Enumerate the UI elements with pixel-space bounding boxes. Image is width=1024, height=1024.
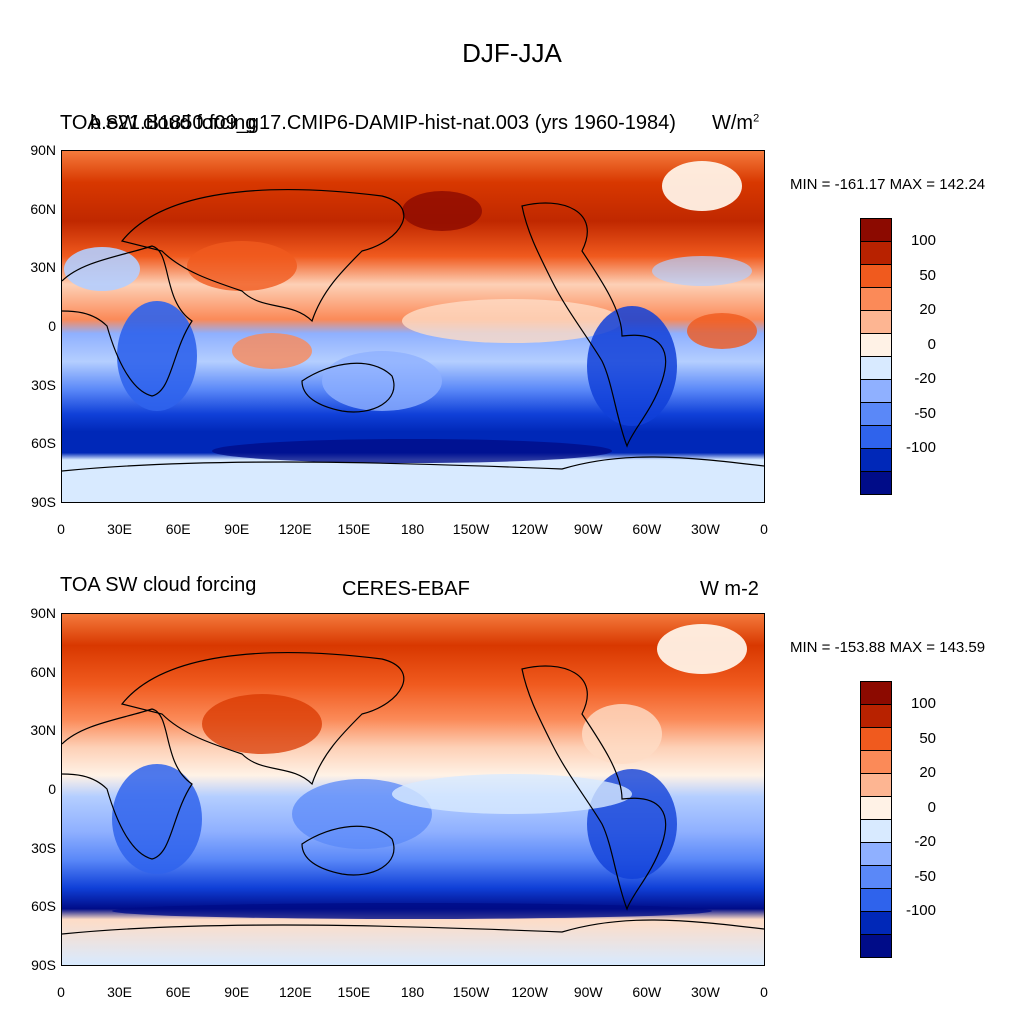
panel2-lon-label: 120E: [278, 984, 312, 1000]
colorbar-swatch: [861, 311, 891, 334]
panel2-colorbar-label: 0: [927, 798, 936, 816]
panel1-colorbar-label: -100: [905, 439, 936, 456]
panel2-colorbar-label: -100: [905, 902, 936, 919]
colorbar-swatch: [861, 334, 891, 357]
colorbar-swatch: [861, 380, 891, 403]
panel2-colorbar-label: 20: [919, 764, 936, 781]
colorbar-swatch: [861, 843, 891, 866]
colorbar-swatch: [861, 242, 891, 265]
panel1-lon-label: 60W: [632, 521, 662, 537]
panel1-lat-label: 90N: [30, 142, 56, 158]
panel2-lat-label: 90N: [30, 605, 56, 621]
colorbar-swatch: [861, 357, 891, 380]
panel2-colorbar-label: 50: [919, 729, 936, 747]
panel2-lon-label: 90W: [573, 984, 603, 1000]
colorbar-swatch: [861, 797, 891, 820]
panel1-colorbar-label: 50: [919, 266, 936, 284]
panel2-lon-label: 60W: [632, 984, 662, 1000]
panel1-colorbar: [860, 218, 892, 495]
panel2-lon-label: 150W: [452, 984, 490, 1000]
panel1-left-text: TOA SW cloud forcing: [60, 112, 257, 134]
colorbar-swatch: [861, 219, 891, 242]
panel1-minmax: MIN = -161.17 MAX = 142.24: [790, 176, 986, 193]
colorbar-swatch: [861, 288, 891, 311]
panel1-colorbar-label: -20: [914, 370, 936, 387]
panel1-lat-label: 60S: [31, 435, 56, 452]
panel2-lon-label: 150E: [337, 984, 371, 1000]
panel2-left-text: TOA SW cloud forcing: [60, 574, 257, 596]
panel2-colorbar-label: -20: [914, 833, 936, 850]
panel1-lon-label: 60E: [165, 521, 191, 537]
colorbar-swatch: [861, 889, 891, 912]
panel1-center-text: b.e21.B1850.f09_g17.CMIP6-DAMIP-hist-nat…: [90, 112, 676, 134]
panel2-lat-label: 30N: [30, 722, 56, 739]
panel2-lon-label: 120W: [511, 984, 548, 1000]
colorbar-swatch: [861, 265, 891, 288]
panel1-lon-label: 90E: [224, 521, 250, 537]
colorbar-swatch: [861, 682, 891, 705]
panel2-minmax: MIN = -153.88 MAX = 143.59: [790, 639, 986, 656]
panel2-map: [61, 613, 765, 966]
panel2-lon-label: 90E: [224, 984, 250, 1000]
colorbar-swatch: [861, 705, 891, 728]
colorbar-swatch: [861, 751, 891, 774]
colorbar-swatch: [861, 912, 891, 935]
panel2-lon-label: 0: [760, 984, 768, 1000]
panel2-colorbar-label: -50: [914, 867, 936, 885]
panel1-lon-label: 120W: [511, 521, 548, 537]
panel2-lat-label: 90S: [31, 957, 56, 973]
panel2-lat-label: 60N: [30, 663, 56, 680]
panel1-lon-label: 120E: [278, 521, 312, 537]
panel1-lon-label: 150W: [452, 521, 490, 537]
panel2-lon-label: 0: [57, 984, 65, 1000]
panel2-colorbar: [860, 681, 892, 958]
panel1-colorbar-label: 0: [927, 335, 936, 353]
colorbar-swatch: [861, 449, 891, 472]
panel2-lat-label: 0: [48, 781, 56, 797]
panel1-lat-label: 60N: [30, 200, 56, 217]
colorbar-swatch: [861, 820, 891, 843]
panel1-lon-label: 90W: [573, 521, 603, 537]
panel2-center-text: CERES-EBAF: [342, 578, 470, 600]
panel1-lat-label: 0: [48, 318, 56, 334]
colorbar-swatch: [861, 403, 891, 426]
panel1-colorbar-label: 100: [910, 232, 936, 249]
figure-title: DJF-JJA: [462, 38, 562, 68]
panel1-colorbar-label: -50: [914, 404, 936, 422]
panel1-lon-label: 180: [400, 521, 425, 537]
panel2-lon-label: 30E: [107, 984, 133, 1000]
panel1-lat-label: 30S: [31, 376, 56, 393]
colorbar-swatch: [861, 426, 891, 449]
panel1-lat-label: 30N: [30, 259, 56, 276]
panel2-lat-label: 60S: [31, 898, 56, 915]
colorbar-swatch: [861, 935, 891, 958]
panel2-colorbar-label: 100: [910, 695, 936, 712]
panel2-lon-label: 180: [400, 984, 425, 1000]
panel1-units: W/m2: [712, 112, 760, 134]
panel1-lon-label: 30W: [691, 521, 720, 537]
panel1-lon-label: 30E: [107, 521, 133, 537]
panel1-lon-label: 0: [57, 521, 65, 537]
colorbar-swatch: [861, 774, 891, 797]
panel2-units: W m-2: [700, 578, 759, 600]
colorbar-swatch: [861, 866, 891, 889]
panel1-colorbar-label: 20: [919, 301, 936, 318]
colorbar-swatch: [861, 728, 891, 751]
panel2-lon-label: 30W: [691, 984, 720, 1000]
panel1-map: [61, 150, 765, 503]
panel1-lat-label: 90S: [31, 494, 56, 510]
colorbar-swatch: [861, 472, 891, 495]
panel1-lon-label: 0: [760, 521, 768, 537]
panel2-lon-label: 60E: [165, 984, 191, 1000]
panel2-lat-label: 30S: [31, 839, 56, 856]
panel1-lon-label: 150E: [337, 521, 371, 537]
